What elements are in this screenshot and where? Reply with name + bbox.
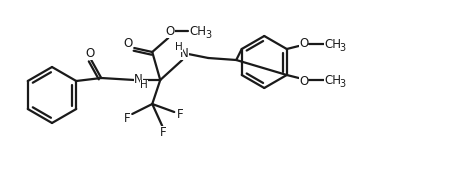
Text: CH: CH: [324, 38, 341, 51]
Text: H: H: [175, 42, 183, 52]
Text: F: F: [124, 112, 130, 125]
Text: O: O: [299, 75, 308, 88]
Text: CH: CH: [190, 24, 207, 38]
Text: 3: 3: [340, 43, 346, 53]
Text: H: H: [140, 80, 148, 90]
Text: O: O: [165, 24, 175, 38]
Text: 3: 3: [205, 30, 211, 40]
Text: N: N: [134, 73, 142, 85]
Text: F: F: [160, 125, 166, 139]
Text: O: O: [299, 36, 308, 50]
Text: CH: CH: [324, 73, 341, 87]
Text: F: F: [177, 107, 183, 120]
Text: 3: 3: [340, 79, 346, 89]
Text: O: O: [124, 36, 133, 50]
Text: O: O: [86, 46, 95, 60]
Text: N: N: [180, 46, 189, 60]
